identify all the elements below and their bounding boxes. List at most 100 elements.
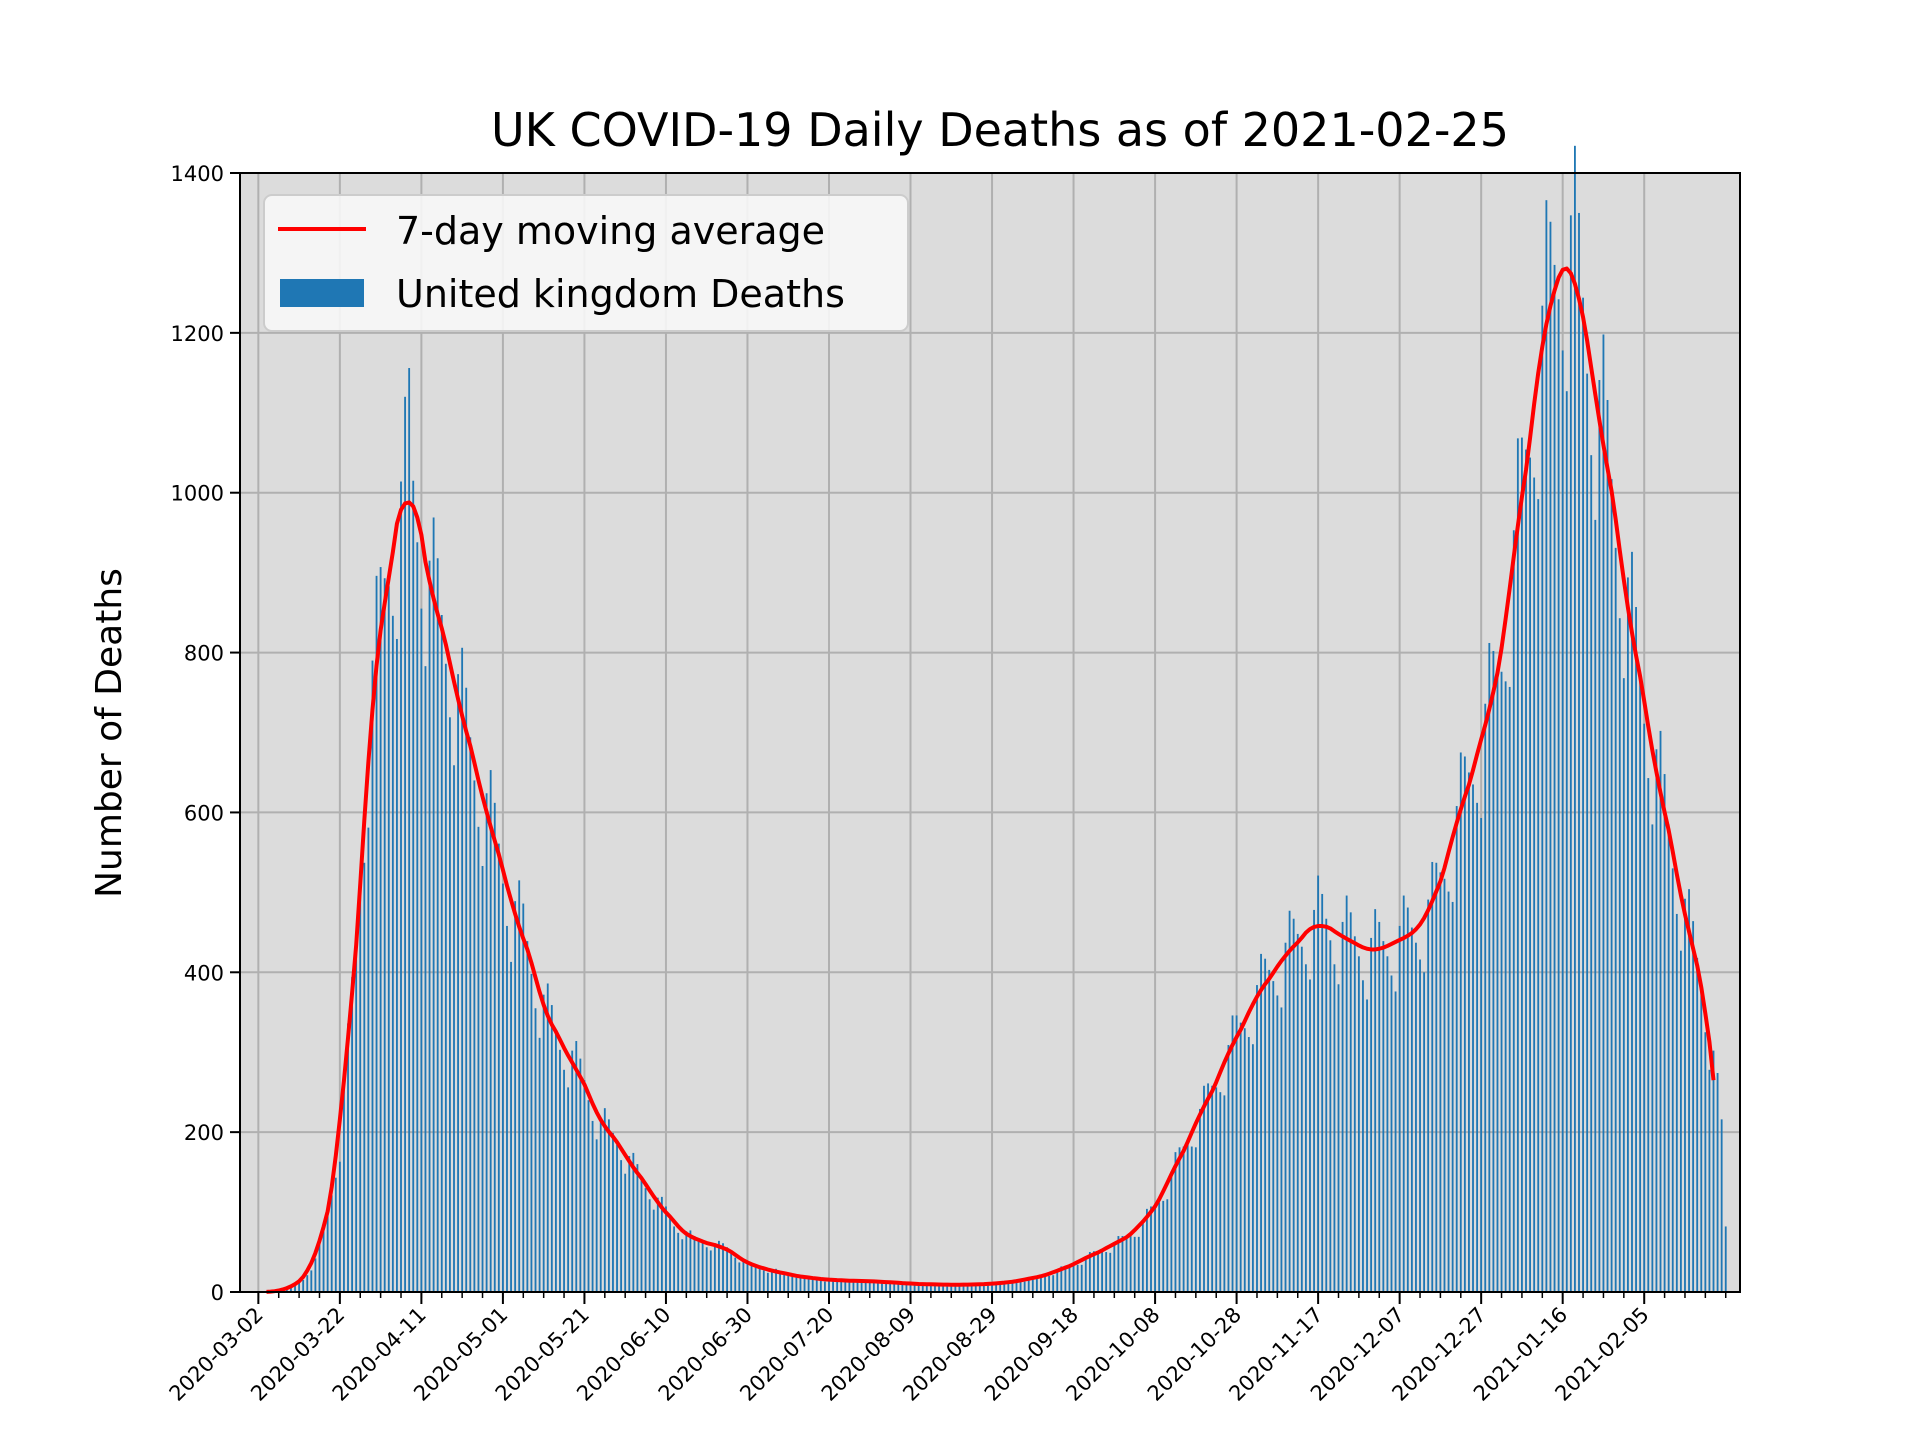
bar: [1162, 1200, 1165, 1292]
bar: [1203, 1085, 1205, 1292]
bar: [420, 608, 423, 1292]
bar: [824, 1281, 826, 1292]
bar: [449, 717, 451, 1292]
bar: [477, 826, 480, 1292]
bar: [1219, 1092, 1222, 1292]
bar: [1264, 958, 1267, 1292]
bar: [660, 1196, 663, 1292]
bar: [554, 1031, 557, 1292]
bar: [579, 1058, 582, 1292]
bar: [897, 1282, 900, 1292]
bar: [408, 368, 411, 1292]
bar: [958, 1284, 961, 1292]
bar: [640, 1176, 643, 1292]
bar: [334, 1177, 337, 1292]
bar: [1622, 678, 1625, 1292]
bar: [367, 827, 370, 1292]
bar: [1635, 607, 1637, 1292]
y-tick-label: 600: [184, 801, 224, 825]
bar: [982, 1284, 985, 1292]
bar: [1207, 1083, 1209, 1292]
bar: [1529, 457, 1531, 1292]
bar: [1276, 995, 1279, 1292]
bar: [787, 1275, 790, 1292]
bar: [1618, 618, 1621, 1292]
bar: [636, 1164, 639, 1292]
bar: [925, 1284, 928, 1292]
bar: [1398, 925, 1401, 1292]
bar: [1292, 918, 1295, 1292]
bar: [546, 983, 549, 1292]
bar: [844, 1280, 847, 1292]
bar: [457, 674, 459, 1292]
bar: [1659, 730, 1662, 1292]
bar: [1247, 1037, 1250, 1292]
bar: [836, 1279, 839, 1292]
bar: [1345, 895, 1348, 1292]
bar: [1023, 1281, 1026, 1292]
bar: [726, 1247, 729, 1292]
bar: [832, 1278, 834, 1292]
bar: [750, 1263, 753, 1292]
bar: [530, 973, 533, 1292]
bar: [738, 1262, 741, 1292]
bar: [338, 1161, 341, 1292]
bar: [652, 1209, 655, 1292]
bar: [1048, 1276, 1051, 1292]
bar: [705, 1247, 708, 1292]
bar: [1133, 1236, 1136, 1292]
bar: [400, 481, 402, 1292]
bar: [599, 1117, 602, 1292]
bar: [497, 843, 500, 1292]
bar: [1427, 899, 1430, 1292]
bar: [1386, 956, 1389, 1292]
bar: [1084, 1256, 1087, 1292]
bar: [709, 1250, 712, 1292]
bar: [693, 1236, 696, 1292]
bar: [848, 1281, 851, 1292]
bar: [343, 1088, 345, 1292]
bar: [326, 1212, 329, 1292]
bar: [514, 901, 517, 1292]
bar: [999, 1282, 1002, 1292]
bar: [1476, 802, 1479, 1292]
bar: [1166, 1199, 1169, 1292]
bar: [815, 1279, 818, 1292]
bar: [1716, 1073, 1719, 1292]
bar: [371, 660, 374, 1292]
bar: [1105, 1252, 1108, 1292]
bar: [1019, 1281, 1022, 1292]
bar: [1154, 1206, 1156, 1292]
bar: [1459, 752, 1462, 1292]
bar: [1027, 1278, 1030, 1292]
bar: [1455, 806, 1458, 1292]
bar: [616, 1144, 618, 1292]
bar: [929, 1284, 932, 1292]
bar: [563, 1069, 565, 1292]
bar: [506, 925, 508, 1292]
bar: [1194, 1147, 1197, 1292]
bar: [1631, 551, 1633, 1292]
bar: [840, 1280, 843, 1292]
bar: [322, 1231, 325, 1292]
bar: [1072, 1264, 1075, 1292]
bar: [416, 542, 419, 1292]
bar: [1121, 1236, 1124, 1292]
bar: [1199, 1108, 1201, 1292]
bar: [1574, 145, 1576, 1292]
bar: [1504, 681, 1507, 1292]
bar: [534, 1008, 537, 1292]
bar: [550, 1005, 553, 1292]
bar: [1533, 477, 1536, 1292]
bar: [1451, 901, 1454, 1292]
bar: [1688, 889, 1690, 1292]
bar: [1406, 907, 1409, 1292]
bar: [1667, 824, 1670, 1292]
bar: [1003, 1281, 1006, 1292]
bar: [290, 1287, 292, 1292]
bar: [510, 961, 512, 1292]
bar: [1614, 547, 1617, 1292]
bar: [632, 1152, 635, 1292]
bar: [1186, 1144, 1189, 1292]
